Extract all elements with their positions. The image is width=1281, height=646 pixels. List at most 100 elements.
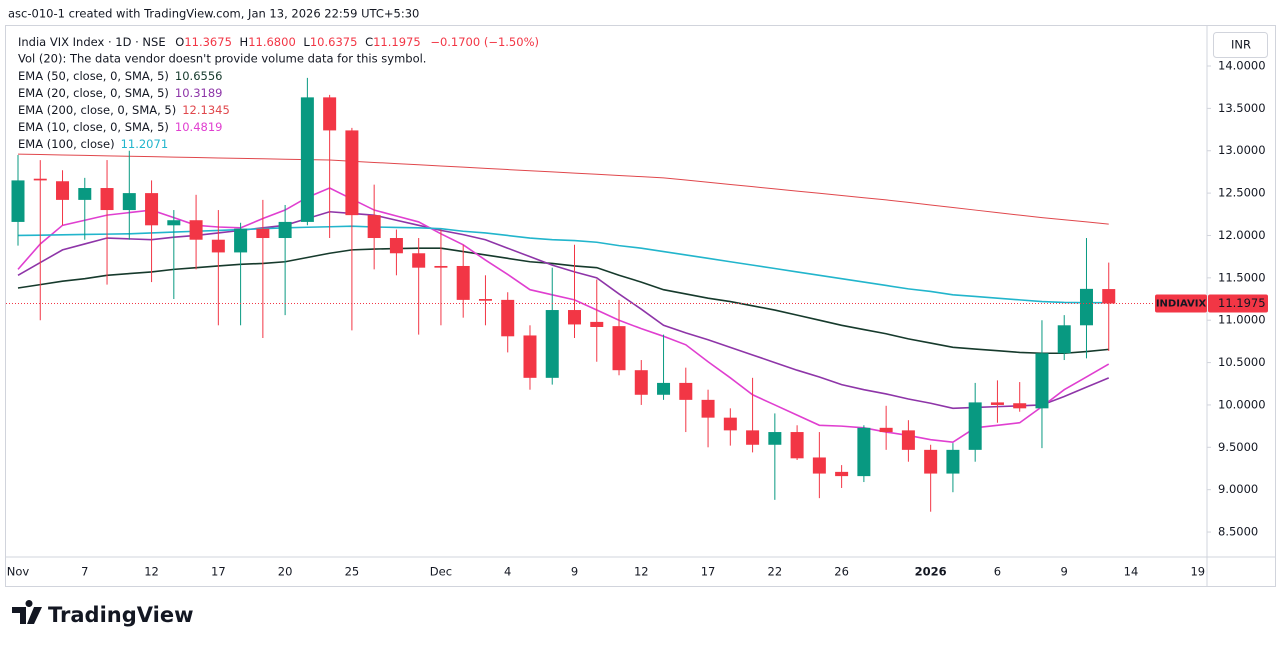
candle-body — [300, 97, 314, 222]
legend-value: 10.3189 — [175, 86, 223, 100]
legend-entry: EMA (200, close, 0, SMA, 5) 12.1345 — [18, 103, 230, 117]
candle — [145, 180, 159, 283]
x-tick-label: 22 — [768, 565, 783, 579]
candle-body — [256, 228, 270, 239]
y-tick-label: 9.5000 — [1218, 440, 1258, 454]
candle — [412, 238, 426, 335]
candle-body — [234, 228, 248, 253]
candle — [746, 377, 760, 453]
x-tick-label: 14 — [1124, 565, 1139, 579]
y-tick-label: 11.0000 — [1218, 313, 1266, 327]
candle — [11, 154, 25, 246]
candle — [590, 279, 604, 362]
candle — [1013, 382, 1027, 412]
candle — [78, 177, 92, 240]
candle — [56, 170, 70, 226]
candle — [790, 425, 804, 461]
candle — [167, 210, 181, 300]
candle-body — [901, 430, 915, 450]
candle — [835, 465, 849, 488]
symbol-tag-bg — [1155, 294, 1207, 313]
candle-body — [835, 471, 849, 477]
x-tick-label: 4 — [504, 565, 511, 579]
watermark: asc-010-1 created with TradingView.com, … — [8, 7, 419, 21]
title-line: India VIX Index · 1D · NSE O11.3675 H11.… — [18, 35, 539, 49]
ohlc-value: 11.1975 — [373, 35, 421, 49]
legend-entry: EMA (10, close, 0, SMA, 5) 10.4819 — [18, 120, 222, 134]
legend-entry: EMA (100, close) 11.2071 — [18, 137, 168, 151]
candle — [345, 127, 359, 331]
volume-note: Vol (20): The data vendor doesn't provid… — [18, 52, 426, 66]
legend-name: EMA (50, close, 0, SMA, 5) — [18, 69, 169, 83]
candle-body — [990, 402, 1004, 405]
candle-body — [746, 430, 760, 445]
y-tick-label: 9.0000 — [1218, 482, 1258, 496]
candle-body — [612, 326, 626, 371]
candle-body — [345, 130, 359, 216]
candle-body — [145, 193, 159, 226]
candle-body — [657, 382, 671, 395]
candle — [701, 389, 715, 448]
candle-body — [1013, 403, 1027, 409]
candle — [812, 432, 826, 499]
candle — [523, 325, 537, 390]
tradingview-logo: TradingView — [12, 600, 193, 627]
ohlc-value: 11.3675 — [184, 35, 232, 49]
y-tick-label: 8.5000 — [1218, 525, 1258, 539]
candle-body — [857, 427, 871, 477]
y-tick-label: 10.5000 — [1218, 355, 1266, 369]
candle — [924, 444, 938, 512]
x-tick-label: 9 — [571, 565, 578, 579]
candle-body — [946, 449, 960, 474]
x-tick-label: 19 — [1190, 565, 1205, 579]
x-tick-label: 9 — [1061, 565, 1068, 579]
y-tick-label: 13.5000 — [1218, 101, 1266, 115]
candle-body — [968, 402, 982, 450]
candle — [857, 425, 871, 483]
candle — [545, 267, 559, 385]
candle — [968, 382, 982, 462]
candle-body — [790, 432, 804, 459]
candle — [568, 244, 581, 339]
candle — [1035, 320, 1049, 449]
y-tick-label: 14.0000 — [1218, 59, 1266, 73]
ohlc-value: 11.6800 — [248, 35, 296, 49]
candle-body — [812, 457, 826, 474]
x-tick-label: 26 — [834, 565, 849, 579]
candle — [946, 443, 960, 493]
candle-body — [389, 238, 403, 254]
candle — [33, 160, 47, 321]
ema-line — [17, 247, 1109, 355]
legend-value: 10.6556 — [175, 69, 223, 83]
candle — [122, 150, 136, 240]
candle — [768, 413, 782, 500]
candle-body — [568, 310, 581, 325]
x-tick-label: 12 — [634, 565, 649, 579]
legend-name: EMA (200, close, 0, SMA, 5) — [18, 103, 176, 117]
candle-body — [367, 215, 381, 239]
candle-body — [590, 321, 604, 327]
y-tick-label: 11.5000 — [1218, 270, 1266, 284]
candle — [679, 367, 693, 433]
candle-body — [189, 220, 203, 240]
y-tick-label: 13.0000 — [1218, 143, 1266, 157]
currency: INR — [1231, 38, 1251, 52]
currency-box[interactable] — [1213, 32, 1268, 58]
candle-body — [1102, 289, 1116, 304]
candle-body — [122, 193, 136, 211]
x-tick-label: Nov — [7, 565, 30, 579]
legend-entry: EMA (20, close, 0, SMA, 5) 10.3189 — [18, 86, 222, 100]
candle — [189, 194, 203, 270]
legend-value: 12.1345 — [182, 103, 230, 117]
symbol-tag: INDIAVIX — [1156, 298, 1207, 309]
candle-body — [723, 417, 737, 431]
candle — [634, 360, 648, 405]
ohlc-label: L — [303, 35, 310, 49]
candle — [456, 244, 470, 318]
y-tick-label: 12.5000 — [1218, 186, 1266, 200]
candle — [211, 210, 225, 326]
legend-entry: EMA (50, close, 0, SMA, 5) 10.6556 — [18, 69, 222, 83]
candle-body — [701, 399, 715, 418]
candle-body — [323, 97, 337, 131]
ohlc-label: O — [175, 35, 184, 49]
